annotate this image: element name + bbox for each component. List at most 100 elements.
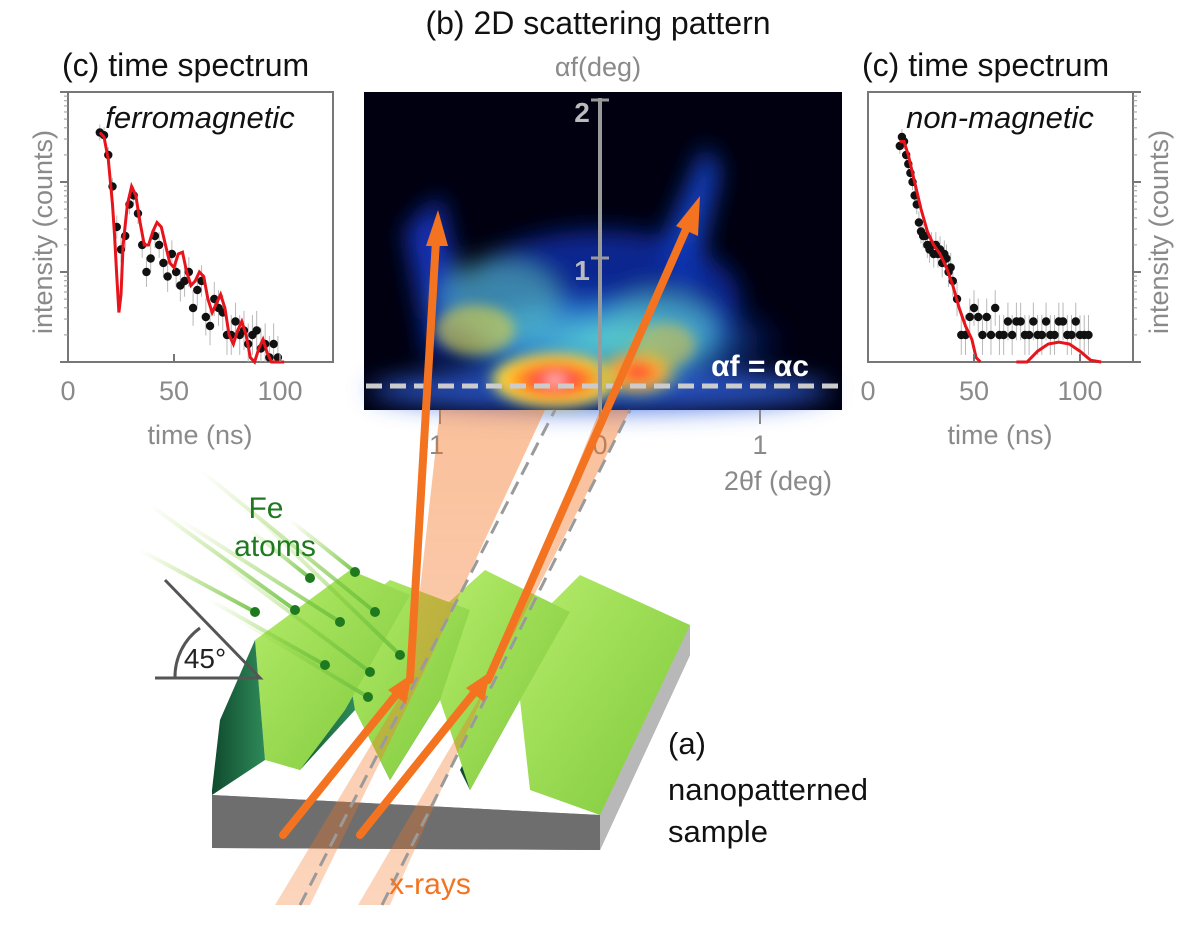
fe-ray	[198, 468, 377, 614]
pattern-y-ticklabel-1: 1	[574, 255, 590, 286]
data-point	[154, 240, 164, 250]
angle-indicator	[155, 578, 264, 680]
data-point	[159, 258, 168, 268]
chart-right-fit-tail	[1016, 340, 1102, 364]
critical-angle-label: αf = αc	[711, 350, 809, 383]
time-spectrum-ferromagnetic: 0 50 100 ferromagnetic time (ns) intensity…	[28, 91, 334, 450]
fe-atom	[305, 573, 315, 583]
x-tick-label: 100	[1057, 376, 1102, 406]
chart-right-xticks: 0 50 100	[860, 354, 1103, 406]
fe-label-line1: Fe	[248, 492, 283, 525]
chart-right-frame	[867, 91, 1134, 363]
left-beam-cone	[275, 410, 545, 905]
data-point	[1067, 330, 1076, 340]
chart-right-fit-line	[899, 140, 982, 364]
data-point	[982, 312, 991, 322]
data-point	[171, 267, 181, 277]
data-point	[269, 339, 278, 349]
fe-ray	[148, 503, 297, 612]
chart-right-yticks	[1133, 91, 1141, 363]
data-point	[986, 330, 996, 340]
data-point	[167, 249, 177, 259]
fe-atom	[365, 667, 375, 677]
x-tick-label: 50	[159, 376, 189, 406]
data-point	[914, 218, 924, 227]
data-point	[1084, 330, 1093, 340]
fe-atom	[290, 605, 300, 615]
incident-arrow-right	[356, 684, 482, 839]
scattered-arrow-right	[484, 221, 692, 684]
scattered-arrowhead-right	[676, 196, 700, 236]
fe-ray	[248, 528, 312, 580]
data-point	[205, 321, 215, 331]
pattern-x-axis-label: 2θf (deg)	[724, 466, 832, 496]
data-point	[1050, 330, 1059, 340]
fe-ray	[238, 618, 370, 699]
fe-ray	[288, 518, 357, 574]
data-point	[1041, 317, 1051, 326]
panel-b-title: (b) 2D scattering pattern	[425, 5, 770, 41]
chart-left-fit-line	[98, 131, 285, 365]
right-beam-cone	[358, 410, 630, 905]
chart-left-xlabel: time (ns)	[147, 420, 252, 450]
time-spectrum-non-magnetic: 0 50 100 non-magnetic time (ns) intensity …	[860, 91, 1174, 450]
data-point	[969, 303, 979, 313]
chart-right-annotation: non-magnetic	[906, 100, 1094, 135]
data-point	[991, 303, 1000, 313]
data-point	[1071, 317, 1080, 326]
chart-left-annotation: ferromagnetic	[105, 100, 295, 135]
data-point	[163, 272, 172, 281]
panel-c-left-title: (c) time spectrum	[62, 47, 309, 83]
scattered-arrow-left	[406, 236, 440, 684]
data-point	[201, 312, 210, 322]
fe-atom	[250, 607, 260, 617]
x-tick-label: 50	[959, 376, 989, 406]
chart-left-errorbars	[99, 124, 279, 362]
fe-ray	[248, 508, 402, 657]
fe-atom	[335, 617, 345, 627]
pattern-y-ticklabel-2: 2	[574, 97, 590, 128]
scattered-arrowhead-left	[426, 210, 448, 246]
xrays-label: x-rays	[389, 868, 471, 901]
data-point	[142, 267, 151, 277]
fe-ray	[218, 558, 372, 674]
data-point	[1003, 317, 1013, 326]
chart-left-ylabel: intensity (counts)	[28, 130, 58, 334]
sample-base-edge	[600, 625, 690, 850]
pattern-y-axis-label: αf(deg)	[555, 52, 641, 82]
fe-atom	[320, 660, 330, 670]
data-point	[146, 254, 155, 263]
chart-left-frame	[67, 91, 334, 363]
data-point	[252, 326, 261, 335]
fe-atom-beams	[139, 468, 405, 702]
chart-right-ylabel: intensity (counts)	[1144, 130, 1174, 334]
panel-a-desc-line2: sample	[668, 814, 768, 849]
fe-ray	[209, 598, 326, 667]
right-beam-dash	[380, 409, 632, 906]
data-point	[1037, 330, 1047, 340]
data-point	[978, 330, 987, 340]
fe-atom	[395, 650, 405, 660]
data-point	[1007, 330, 1017, 340]
incident-arrowhead-left	[388, 674, 412, 704]
panel-c-right-title: (c) time spectrum	[862, 47, 1109, 83]
xray-beams	[275, 196, 700, 906]
data-point	[193, 285, 202, 295]
fe-atom	[350, 567, 360, 577]
data-point	[999, 330, 1008, 340]
incident-arrowhead-right	[466, 672, 490, 702]
left-beam-dash	[298, 409, 557, 906]
chart-left-xticks: 0 50 100	[60, 354, 303, 406]
x-tick-label: 100	[257, 376, 302, 406]
incident-arrow-left	[279, 686, 404, 839]
fe-label-line2: atoms	[234, 530, 316, 563]
fe-ray	[178, 518, 342, 624]
data-point	[1058, 317, 1068, 326]
data-point	[974, 312, 983, 322]
data-point	[965, 312, 974, 322]
fe-ray	[139, 548, 256, 614]
angle-label: 45°	[184, 643, 226, 674]
data-point	[180, 276, 189, 286]
fe-atom	[363, 692, 373, 702]
